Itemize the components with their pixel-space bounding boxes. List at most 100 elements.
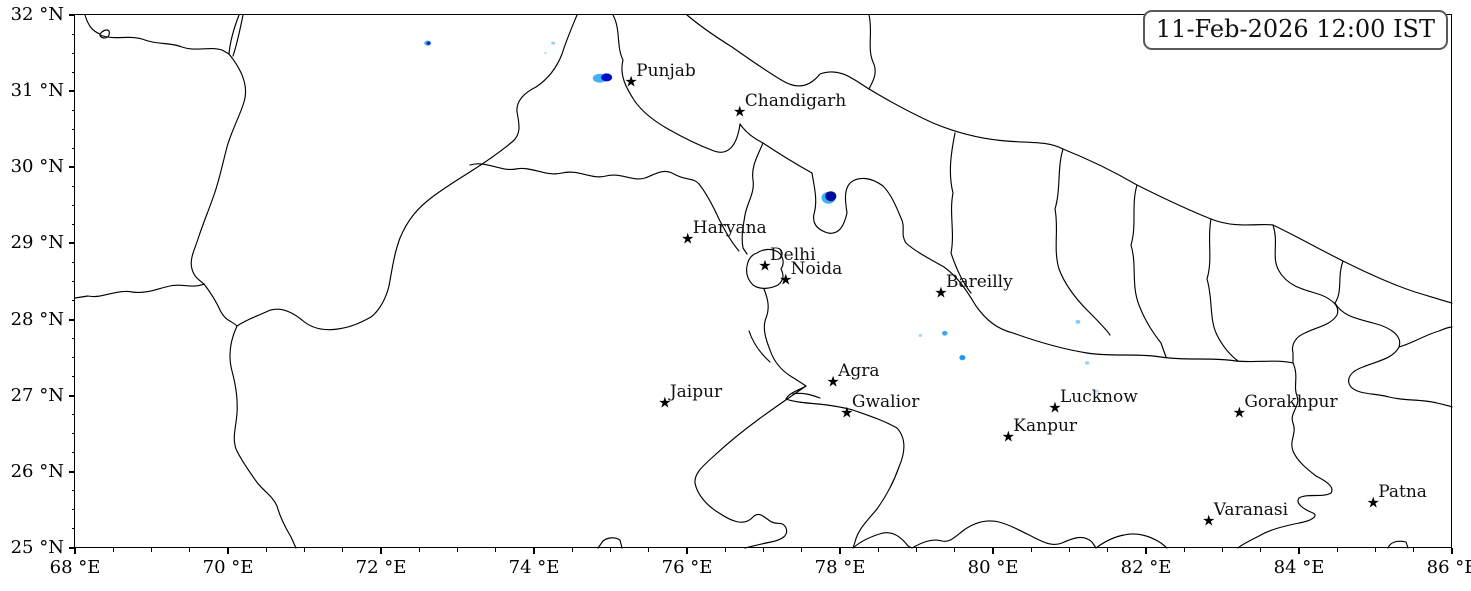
city-star-marker: ★	[934, 283, 948, 302]
city-label: Delhi	[770, 245, 816, 266]
axis-tick	[571, 548, 573, 552]
x-tick-label: 80 °E	[967, 557, 1019, 578]
boundary-line	[228, 14, 240, 55]
axis-tick	[69, 470, 75, 473]
axis-tick	[380, 548, 382, 554]
axis-tick	[1222, 548, 1223, 552]
boundary-line	[1398, 326, 1453, 348]
boundary-line	[203, 283, 238, 327]
boundary-line	[1237, 362, 1333, 549]
axis-tick	[112, 548, 114, 552]
axis-tick	[69, 242, 75, 245]
axis-tick	[342, 548, 344, 552]
city-star-marker: ★	[1001, 427, 1016, 446]
boundary-line	[232, 14, 244, 57]
city-label: Punjab	[636, 61, 696, 81]
axis-tick	[71, 147, 75, 149]
axis-tick	[151, 548, 152, 552]
axis-tick	[1413, 548, 1415, 552]
axis-tick	[69, 318, 75, 321]
y-tick-label: 25 °N	[10, 537, 64, 558]
city-star-marker: ★	[840, 403, 854, 422]
radar-echo	[601, 73, 613, 82]
city-label: Jaipur	[669, 382, 723, 403]
boundary-line	[852, 520, 1097, 549]
axis-tick	[1451, 548, 1453, 554]
axis-tick	[1298, 548, 1300, 554]
boundary-line	[1387, 540, 1409, 549]
axis-tick	[189, 548, 191, 552]
axis-tick	[533, 548, 535, 554]
city-label: Noida	[790, 258, 843, 279]
axis-tick	[801, 548, 803, 552]
x-tick-label: 72 °E	[355, 557, 407, 578]
y-tick-label: 27 °N	[10, 384, 64, 406]
axis-tick	[916, 548, 917, 552]
boundary-line	[469, 163, 740, 252]
axis-tick	[1183, 548, 1185, 552]
radar-echo	[426, 41, 431, 45]
city-label: Haryana	[692, 217, 767, 238]
y-tick-label: 28 °N	[10, 308, 64, 330]
boundary-line	[792, 392, 821, 399]
x-tick-label: 82 °E	[1120, 557, 1172, 578]
city-star-marker: ★	[658, 393, 672, 412]
city-label: Kanpur	[1013, 415, 1078, 436]
boundary-line	[949, 132, 972, 294]
x-tick-label: 70 °E	[202, 557, 254, 578]
city-label: Varanasi	[1213, 500, 1289, 521]
axis-tick	[495, 548, 497, 552]
boundary-line	[229, 325, 297, 549]
axis-tick	[71, 223, 75, 225]
boundary-line	[1206, 218, 1239, 362]
boundary-line	[190, 53, 247, 285]
boundary-line	[1334, 260, 1453, 408]
axis-tick	[304, 548, 305, 552]
axis-tick	[71, 509, 75, 511]
axis-tick	[71, 52, 75, 54]
boundary-line	[1130, 184, 1167, 358]
y-tick-label: 26 °N	[10, 460, 64, 482]
y-tick-label: 29 °N	[10, 232, 64, 254]
radar-echo	[942, 330, 948, 336]
axis-tick	[71, 71, 75, 73]
y-tick-label: 31 °N	[10, 80, 64, 102]
city-label: Gorakhpur	[1244, 392, 1338, 413]
radar-echo	[825, 191, 837, 202]
city-star-marker: ★	[1232, 403, 1247, 422]
boundary-line	[748, 330, 771, 363]
x-tick-label: 86 °E	[1426, 557, 1471, 578]
radar-echo	[1075, 319, 1081, 324]
radar-echo	[1095, 389, 1099, 393]
axis-tick	[1260, 548, 1262, 552]
city-star-marker: ★	[826, 372, 840, 391]
axis-tick	[418, 548, 420, 552]
boundary-line	[1054, 148, 1111, 336]
axis-tick	[71, 528, 75, 530]
city-star-marker: ★	[1048, 398, 1062, 417]
axis-tick	[71, 300, 75, 302]
axis-tick	[69, 166, 75, 169]
boundary-line	[694, 385, 807, 549]
axis-tick	[610, 548, 611, 552]
city-star-marker: ★	[1366, 493, 1380, 512]
radar-echo	[959, 355, 966, 361]
x-tick-label: 78 °E	[814, 557, 866, 578]
axis-tick	[71, 261, 75, 263]
axis-tick	[839, 548, 841, 554]
timestamp-badge: 11-Feb-2026 12:00 IST	[1142, 10, 1448, 50]
axis-tick	[71, 433, 75, 435]
radar-echo	[1084, 361, 1090, 365]
axis-tick	[71, 204, 75, 206]
x-tick-label: 84 °E	[1273, 557, 1325, 578]
city-star-marker: ★	[681, 229, 695, 248]
city-star-marker: ★	[624, 72, 638, 91]
radar-echo	[543, 51, 547, 55]
axis-tick	[265, 548, 267, 552]
y-tick-label: 32 °N	[10, 4, 64, 25]
city-star-marker: ★	[758, 256, 772, 275]
axis-tick	[71, 281, 75, 282]
axis-tick	[648, 548, 650, 552]
axis-tick	[686, 548, 688, 554]
